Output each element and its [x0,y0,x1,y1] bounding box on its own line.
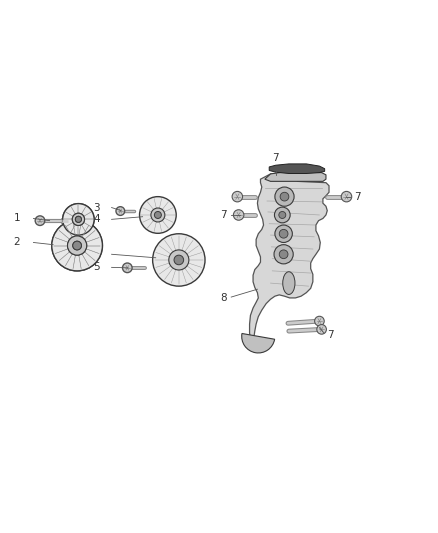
Circle shape [233,210,244,220]
Circle shape [274,245,293,264]
Polygon shape [265,171,326,181]
Circle shape [317,325,326,334]
Circle shape [341,191,352,202]
Text: 8: 8 [220,293,227,303]
Text: 6: 6 [94,249,100,259]
Circle shape [140,197,176,233]
Circle shape [52,220,102,271]
Text: 4: 4 [94,214,100,224]
Circle shape [116,207,125,215]
Text: 5: 5 [94,262,100,272]
Wedge shape [242,334,275,353]
Circle shape [279,212,286,219]
Circle shape [169,250,189,270]
Circle shape [275,225,292,243]
Circle shape [73,241,81,250]
Text: 1: 1 [14,214,20,223]
Circle shape [75,216,81,222]
Circle shape [123,263,132,272]
Ellipse shape [283,272,295,294]
Circle shape [35,216,45,225]
Circle shape [280,192,289,201]
Circle shape [75,216,81,222]
Circle shape [151,208,165,222]
Polygon shape [269,164,325,174]
Circle shape [275,207,290,223]
Circle shape [63,204,94,235]
Text: 2: 2 [14,238,20,247]
Circle shape [152,234,205,286]
Text: 7: 7 [354,192,361,201]
Circle shape [67,236,87,255]
Text: 7: 7 [220,210,227,220]
Circle shape [232,191,243,202]
Circle shape [279,229,288,238]
Text: 7: 7 [327,330,334,341]
Text: 3: 3 [94,203,100,213]
Circle shape [314,316,324,326]
Circle shape [52,220,102,271]
Circle shape [279,250,288,259]
Polygon shape [250,174,329,348]
Circle shape [73,241,81,250]
Circle shape [63,204,94,235]
Circle shape [72,213,85,225]
Circle shape [154,212,161,219]
Circle shape [72,213,85,225]
Circle shape [67,236,87,255]
Circle shape [174,255,184,265]
Circle shape [275,187,294,206]
Text: 7: 7 [272,152,279,163]
Polygon shape [65,215,88,242]
